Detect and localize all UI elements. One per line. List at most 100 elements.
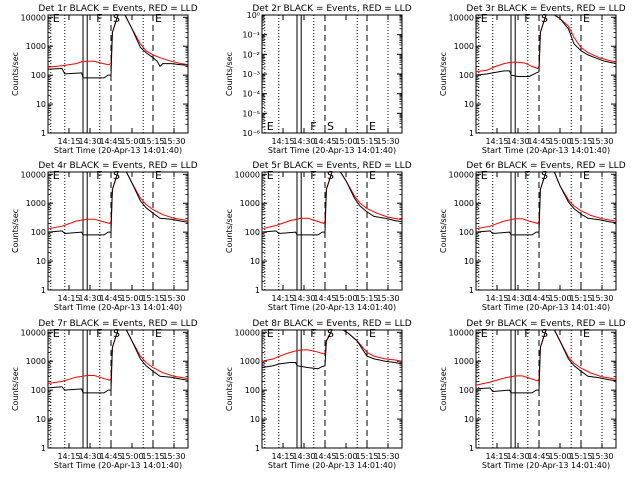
plot-frame	[261, 171, 403, 291]
y-tick-label: 1	[41, 286, 46, 295]
y-axis-label: Counts/sec	[11, 52, 20, 96]
panel-det-1r: Det 1r BLACK = Events, RED = LLD 1 10 100 10…	[11, 4, 198, 155]
x-tick-label: 14:15	[485, 452, 508, 461]
marker-flag-f: F	[96, 327, 102, 340]
panel-det-9r: Det 9r BLACK = Events, RED = LLD 1 10 100 10…	[439, 319, 626, 470]
plot-frame	[475, 329, 617, 449]
y-tick-label: 10000	[21, 328, 46, 337]
x-tick-label: 14:15	[57, 137, 80, 146]
x-tick-label: 15:30	[376, 294, 399, 303]
marker-flag-e: E	[53, 169, 60, 182]
y-tick-label: 100	[245, 386, 260, 395]
y-tick-label: 10⁻⁴	[242, 90, 260, 99]
x-tick-label: 15:30	[162, 294, 185, 303]
marker-flag-e: E	[369, 169, 376, 182]
y-axis-label: Counts/sec	[225, 209, 234, 253]
y-axis-label: Counts/sec	[11, 367, 20, 411]
x-axis-label: Start Time (20-Apr-13 14:01:40)	[482, 461, 610, 470]
y-tick-label: 10000	[21, 13, 46, 22]
x-tick-label: 14:15	[57, 452, 80, 461]
x-tick-label: 14:30	[292, 452, 315, 461]
y-axis-label: Counts/sec	[439, 52, 448, 96]
marker-flag-e: E	[53, 327, 60, 340]
marker-flag-e: E	[155, 327, 162, 340]
x-tick-label: 15:00	[120, 294, 143, 303]
y-tick-label: 10⁻²	[242, 50, 260, 59]
x-tick-label: 14:15	[57, 294, 80, 303]
y-tick-label: 100	[459, 71, 474, 80]
x-tick-label: 14:45	[313, 294, 336, 303]
marker-flag-e: E	[369, 327, 376, 340]
panel-det-7r: Det 7r BLACK = Events, RED = LLD 1 10 100 10…	[11, 319, 198, 470]
plot-frame	[47, 329, 189, 449]
y-tick-label: 10	[36, 257, 46, 266]
x-axis-label: Start Time (20-Apr-13 14:01:40)	[482, 303, 610, 312]
marker-flag-e: E	[267, 120, 274, 133]
marker-flag-e: E	[481, 12, 488, 25]
x-tick-label: 15:00	[334, 452, 357, 461]
marker-flag-e: E	[369, 120, 376, 133]
panel-det-6r: Det 6r BLACK = Events, RED = LLD 1 10 100 10…	[439, 161, 626, 312]
x-tick-label: 14:45	[313, 137, 336, 146]
events-series-line	[475, 14, 617, 77]
x-tick-label: 14:30	[506, 294, 529, 303]
y-axis-label: Counts/sec	[439, 367, 448, 411]
x-tick-label: 14:30	[292, 294, 315, 303]
panel-title: Det 1r BLACK = Events, RED = LLD	[38, 4, 197, 14]
x-tick-label: 14:45	[99, 452, 122, 461]
marker-flag-f: F	[524, 327, 530, 340]
x-tick-label: 14:30	[506, 137, 529, 146]
panel-title: Det 4r BLACK = Events, RED = LLD	[38, 161, 197, 171]
panel-det-3r: Det 3r BLACK = Events, RED = LLD 1 10 100 10…	[439, 4, 626, 155]
x-tick-label: 14:45	[527, 294, 550, 303]
x-tick-label: 15:00	[548, 294, 571, 303]
y-tick-label: 100	[459, 228, 474, 237]
x-tick-label: 14:30	[78, 294, 101, 303]
y-tick-label: 1000	[26, 199, 46, 208]
x-tick-label: 14:45	[99, 294, 122, 303]
x-tick-label: 15:30	[376, 452, 399, 461]
x-axis-label: Start Time (20-Apr-13 14:01:40)	[54, 146, 182, 155]
panel-title: Det 3r BLACK = Events, RED = LLD	[466, 4, 625, 14]
y-tick-label: 100	[245, 228, 260, 237]
x-tick-label: 15:30	[162, 452, 185, 461]
x-tick-label: 14:30	[292, 137, 315, 146]
y-tick-label: 100	[31, 386, 46, 395]
y-tick-label: 1	[469, 286, 474, 295]
y-tick-label: 1000	[26, 42, 46, 51]
plot-frame	[47, 171, 189, 291]
y-tick-label: 1	[41, 444, 46, 453]
events-series-line	[261, 329, 403, 370]
panel-title: Det 8r BLACK = Events, RED = LLD	[252, 319, 411, 329]
panel-det-5r: Det 5r BLACK = Events, RED = LLD 1 10 100 10…	[225, 161, 412, 312]
y-tick-label: 10⁻¹	[242, 31, 260, 40]
marker-flag-e: E	[583, 12, 590, 25]
y-tick-label: 10	[464, 257, 474, 266]
x-tick-label: 15:15	[355, 294, 378, 303]
y-tick-label: 100	[459, 386, 474, 395]
marker-flag-f: F	[310, 169, 316, 182]
x-tick-label: 14:45	[527, 137, 550, 146]
panel-title: Det 2r BLACK = Events, RED = LLD	[252, 4, 411, 14]
marker-flag-e: E	[481, 169, 488, 182]
x-tick-label: 15:30	[590, 452, 613, 461]
marker-flag-e: E	[267, 169, 274, 182]
x-tick-label: 15:00	[548, 137, 571, 146]
marker-flag-e: E	[155, 169, 162, 182]
marker-flag-e: E	[583, 169, 590, 182]
events-series-line	[47, 171, 189, 236]
x-tick-label: 15:30	[162, 137, 185, 146]
x-tick-label: 15:15	[569, 294, 592, 303]
y-tick-label: 10000	[449, 328, 474, 337]
y-tick-label: 1000	[240, 199, 260, 208]
y-tick-label: 1	[469, 129, 474, 138]
y-tick-label: 10	[36, 100, 46, 109]
x-axis-label: Start Time (20-Apr-13 14:01:40)	[54, 303, 182, 312]
x-tick-label: 14:15	[271, 137, 294, 146]
plot-frame	[261, 329, 403, 449]
y-tick-label: 1000	[26, 357, 46, 366]
y-tick-label: 100	[31, 228, 46, 237]
x-tick-label: 15:15	[141, 452, 164, 461]
y-tick-label: 1	[41, 129, 46, 138]
